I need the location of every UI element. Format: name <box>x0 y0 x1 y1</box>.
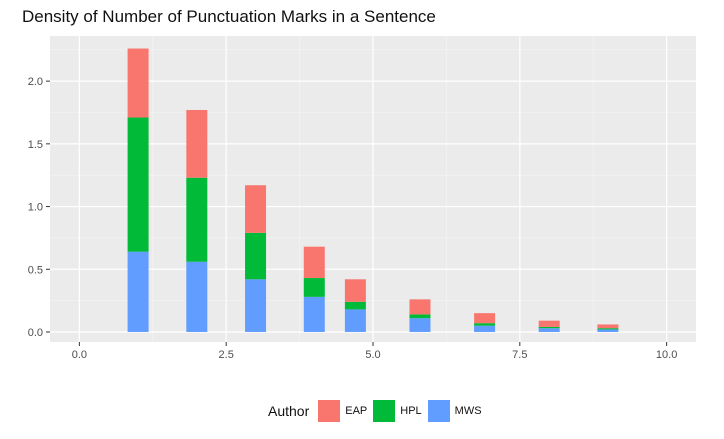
bar-mws <box>538 328 560 332</box>
y-tick-label: 2.0 <box>28 76 43 88</box>
legend-item-eap: EAP <box>318 400 367 422</box>
bar-hpl <box>127 117 149 252</box>
legend-item-mws: MWS <box>427 400 482 422</box>
y-tick-label: 0.0 <box>28 327 43 339</box>
bar-hpl <box>344 301 366 310</box>
bar-hpl <box>245 232 267 280</box>
bar-mws <box>409 318 431 332</box>
bar-mws <box>127 251 149 332</box>
legend-key-eap <box>318 400 341 422</box>
bar-mws <box>303 296 325 332</box>
bar-eap <box>474 313 496 324</box>
bar-layer <box>127 48 619 332</box>
bar-mws <box>245 279 267 332</box>
x-tick-label: 10.0 <box>656 349 677 361</box>
bar-mws <box>344 309 366 332</box>
y-tick-label: 1.5 <box>28 139 43 151</box>
x-tick-label: 2.5 <box>219 349 234 361</box>
bar-hpl <box>538 326 560 329</box>
legend-key-mws <box>427 400 450 422</box>
y-tick-label: 0.5 <box>28 264 43 276</box>
bar-mws <box>186 261 208 332</box>
bar-eap <box>538 320 560 327</box>
bar-eap <box>597 324 619 329</box>
bar-eap <box>245 185 267 233</box>
legend-label-eap: EAP <box>345 405 368 417</box>
major-gridlines <box>50 36 696 342</box>
bar-eap <box>344 279 366 302</box>
y-axis: 0.0 0.5 1.0 1.5 2.0 <box>28 76 50 339</box>
bar-eap <box>186 109 208 178</box>
bar-mws <box>597 329 619 332</box>
x-tick-label: 0.0 <box>72 349 87 361</box>
bar-eap <box>303 246 325 279</box>
legend-label-hpl: HPL <box>400 405 422 417</box>
bar-hpl <box>474 323 496 326</box>
x-tick-label: 5.0 <box>365 349 380 361</box>
bar-mws <box>474 325 496 332</box>
bar-hpl <box>409 314 431 319</box>
bar-hpl <box>186 177 208 262</box>
x-tick-label: 7.5 <box>512 349 527 361</box>
bar-eap <box>409 299 431 315</box>
legend-item-hpl: HPL <box>373 400 422 422</box>
bar-hpl <box>303 278 325 297</box>
y-tick-label: 1.0 <box>28 202 43 214</box>
legend-key-hpl <box>373 400 396 422</box>
legend: Author EAP HPL MWS <box>268 398 488 424</box>
bar-hpl <box>597 328 619 330</box>
bar-eap <box>127 48 149 118</box>
x-axis: 0.0 2.5 5.0 7.5 10.0 <box>72 342 677 361</box>
chart-title: Density of Number of Punctuation Marks i… <box>22 7 436 26</box>
legend-label-mws: MWS <box>454 405 482 417</box>
legend-title: Author <box>268 403 310 419</box>
